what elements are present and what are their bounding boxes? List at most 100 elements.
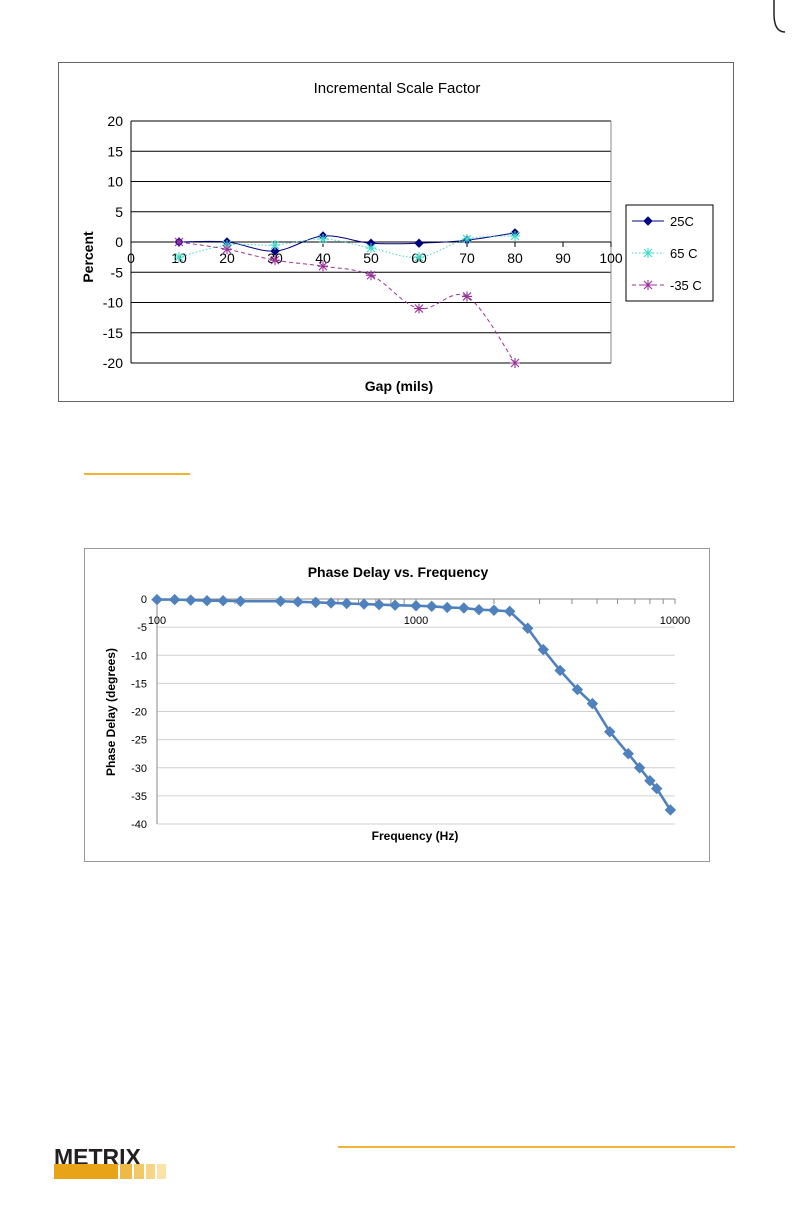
chart1-point-series-2: [366, 270, 376, 281]
chart1-point-series-1: [174, 252, 184, 263]
chart2-point: [151, 593, 163, 606]
chart2-point: [340, 597, 353, 610]
chart1-point-series-2: [510, 358, 520, 368]
chart2-point: [310, 596, 322, 609]
chart1-series: [174, 228, 520, 368]
chart1-x-tick-label: 70: [459, 250, 475, 266]
chart1-legend-label: 25C: [670, 214, 694, 229]
chart2-x-axis-label: Frequency (Hz): [372, 829, 459, 843]
chart2-y-tick-label: -35: [131, 791, 147, 803]
chart1-legend-marker: [643, 280, 653, 290]
chart1-legend-marker: [643, 248, 653, 258]
chart2-point: [503, 605, 516, 618]
chart1-x-tick-label: 90: [555, 250, 571, 266]
chart2-point: [554, 664, 566, 677]
chart1-x-tick-label: 20: [219, 250, 235, 266]
chart1-point-series-2: [174, 237, 184, 247]
chart2-x-tick-label: 1000: [404, 615, 428, 627]
chart1-point-series-2: [318, 261, 328, 272]
chart-phase-delay-vs-frequency: 0 -5 -10 -15 -20 -25 -30 -35 -40 100 1000 10000 Ph…: [84, 548, 710, 862]
chart2-y-tick-label: -10: [131, 650, 147, 662]
chart1-title: Incremental Scale Factor: [314, 80, 481, 97]
chart1-point-series-1: [462, 233, 472, 244]
chart2-title: Phase Delay vs. Frequency: [308, 564, 489, 580]
chart2-y-tick-label: -40: [131, 819, 147, 831]
chart1-point-series-1: [270, 240, 280, 251]
chart2-point: [426, 600, 438, 613]
chart2-point: [358, 598, 370, 610]
chart2-point: [168, 593, 181, 606]
chart1-point-series-2: [414, 303, 424, 314]
chart2-point: [458, 602, 470, 614]
chart1-y-tick-label: 5: [115, 204, 123, 220]
chart2-point: [325, 597, 337, 609]
chart1-point-series-0: [414, 238, 424, 248]
chart2-y-tick-label: -5: [137, 622, 147, 634]
chart1-legend: 25C 65 C -35 C: [625, 204, 714, 302]
footer-divider: [338, 1146, 735, 1148]
chart1-x-tick-label: 50: [363, 250, 379, 266]
chart2-x-tick-label: 100: [148, 615, 166, 627]
chart1-x-tick-labels: 0 10 20 30 40 50 60 70 80 90 100: [127, 250, 623, 266]
chart2-point: [201, 594, 213, 607]
section-heading-underline: [84, 473, 190, 475]
chart2-point: [373, 598, 385, 611]
chart1-point-series-2: [222, 244, 232, 255]
chart2-point: [274, 595, 287, 607]
chart2-point: [651, 782, 663, 795]
chart1-x-axis-label: Gap (mils): [365, 378, 433, 394]
chart1-y-tick-label: -5: [111, 264, 124, 280]
chart1-y-tick-labels: 20 15 10 5 0 -5 -10 -15 -20: [103, 113, 123, 371]
chart-incremental-scale-factor: 20 15 10 5 0 -5 -10 -15 -20 0 10 20 30 40 50 60 70 80 90 1…: [58, 62, 734, 402]
chart2-point: [604, 726, 616, 738]
chart1-y-tick-label: -10: [103, 295, 123, 311]
chart1-point-series-2: [462, 291, 472, 302]
chart2-point: [292, 596, 304, 608]
chart2-y-tick-label: 0: [141, 594, 147, 606]
chart2-point: [633, 762, 646, 774]
chart2-point: [522, 622, 534, 634]
chart1-y-tick-label: -15: [103, 325, 123, 341]
chart2-series-line: [157, 598, 672, 811]
chart2-y-tick-label: -15: [131, 678, 147, 690]
chart2-point: [389, 599, 401, 611]
chart1-x-tick-label: 80: [507, 250, 523, 266]
chart2-point: [622, 747, 634, 760]
chart2-y-tick-labels: 0 -5 -10 -15 -20 -25 -30 -35 -40: [131, 594, 147, 831]
chart2-gridlines: [157, 626, 675, 825]
chart2-point: [537, 643, 549, 656]
chart2-x-tick-label: 10000: [660, 615, 691, 627]
chart1-point-series-2: [270, 255, 280, 266]
chart1-point-series-1: [510, 230, 520, 241]
chart2-point: [644, 774, 656, 787]
chart1-y-tick-label: 0: [115, 234, 123, 250]
chart1-legend-label: 65 C: [670, 246, 697, 261]
chart2-point: [488, 604, 500, 616]
chart1-y-tick-label: 20: [107, 113, 123, 129]
chart2-y-tick-label: -25: [131, 735, 147, 747]
chart1-y-tick-label: 15: [107, 143, 123, 159]
chart1-point-series-1: [318, 233, 328, 244]
chart2-point: [664, 804, 677, 816]
chart2-point: [473, 603, 485, 616]
chart2-point: [410, 600, 422, 612]
chart1-y-axis-label: Percent: [80, 231, 96, 283]
chart2-y-tick-label: -30: [131, 763, 147, 775]
chart2-point: [586, 697, 599, 710]
chart1-x-tick-label: 40: [315, 250, 331, 266]
metrix-logo: METRIX: [54, 1144, 166, 1182]
chart2-canvas: 0 -5 -10 -15 -20 -25 -30 -35 -40 100 1000 10000 Ph…: [104, 564, 690, 843]
chart1-x-tick-label: 100: [599, 250, 623, 266]
chart1-legend-label: -35 C: [670, 278, 702, 293]
chart1-point-series-1: [414, 252, 424, 263]
chart1-point-series-0: [270, 246, 280, 256]
chart2-y-axis-label: Phase Delay (degrees): [104, 648, 118, 776]
chart2-x-tick-labels: 100 1000 10000: [148, 615, 690, 627]
chart2-point: [185, 594, 197, 606]
chart2-y-tick-label: -20: [131, 707, 147, 719]
chart2-point: [571, 683, 584, 696]
chart1-y-tick-label: 10: [107, 174, 123, 190]
chart2-point: [217, 594, 229, 607]
logo-bar-graphic: [54, 1164, 166, 1179]
